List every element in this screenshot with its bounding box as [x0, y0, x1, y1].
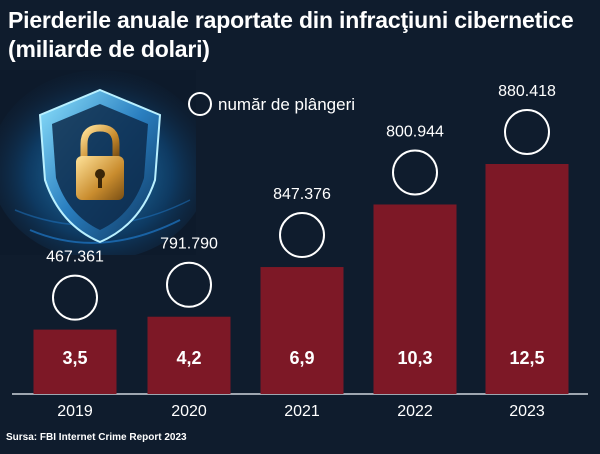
labels-group: 3,5 2019 467.361 4,2 2020 791.790 6,9 2021 847.3…	[46, 83, 556, 420]
x-tick-label: 2019	[57, 403, 93, 420]
complaints-count-label: 847.376	[273, 186, 331, 203]
complaints-circle-icon	[504, 109, 550, 155]
legend-circle-icon	[188, 92, 212, 116]
bar-2019	[33, 329, 117, 394]
bar-value-label: 3,5	[62, 348, 87, 368]
complaints-count-label: 800.944	[386, 123, 444, 140]
source-note: Sursa: FBI Internet Crime Report 2023	[6, 432, 187, 443]
x-tick-label: 2021	[284, 403, 320, 420]
legend-label: număr de plângeri	[218, 95, 355, 114]
complaints-circle-icon	[279, 212, 325, 259]
complaints-circle-icon	[392, 149, 438, 196]
complaints-circle-icon	[166, 261, 212, 308]
chart-title: Pierderile anuale raportate din infracţi…	[8, 7, 574, 62]
x-tick-label: 2020	[171, 403, 207, 420]
x-tick-label: 2023	[509, 403, 545, 420]
bars-group	[33, 164, 569, 394]
bar-2020	[147, 316, 231, 394]
complaints-count-label: 880.418	[498, 83, 556, 100]
bar-value-label: 6,9	[289, 348, 314, 368]
bar-2023	[485, 164, 569, 394]
bar-value-label: 4,2	[176, 348, 201, 368]
bar-value-label: 10,3	[397, 348, 432, 368]
cyber-shield-lock-image	[0, 70, 196, 255]
bar-value-label: 12,5	[509, 348, 544, 368]
bar-2022	[373, 204, 457, 394]
complaints-circle-icon	[52, 274, 98, 321]
bar-2021	[260, 267, 344, 394]
complaints-count-label: 791.790	[160, 236, 218, 253]
complaints-count-label: 467.361	[46, 249, 104, 266]
x-tick-label: 2022	[397, 403, 433, 420]
